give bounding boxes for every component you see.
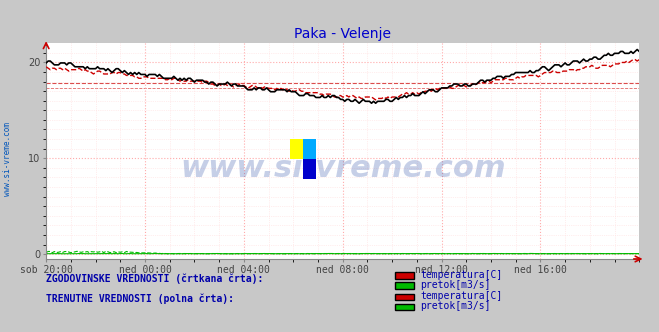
Text: ZGODOVINSKE VREDNOSTI (črtkana črta):: ZGODOVINSKE VREDNOSTI (črtkana črta): [46,274,264,285]
Text: temperatura[C]: temperatura[C] [420,270,503,280]
Text: pretok[m3/s]: pretok[m3/s] [420,280,491,290]
Title: Paka - Velenje: Paka - Velenje [294,27,391,41]
Bar [290,139,303,159]
Bar [303,159,316,179]
Text: www.si-vreme.com: www.si-vreme.com [180,154,505,183]
Bar [303,139,316,159]
Text: TRENUTNE VREDNOSTI (polna črta):: TRENUTNE VREDNOSTI (polna črta): [46,294,234,304]
Text: temperatura[C]: temperatura[C] [420,291,503,301]
Text: www.si-vreme.com: www.si-vreme.com [3,123,13,196]
Text: pretok[m3/s]: pretok[m3/s] [420,301,491,311]
